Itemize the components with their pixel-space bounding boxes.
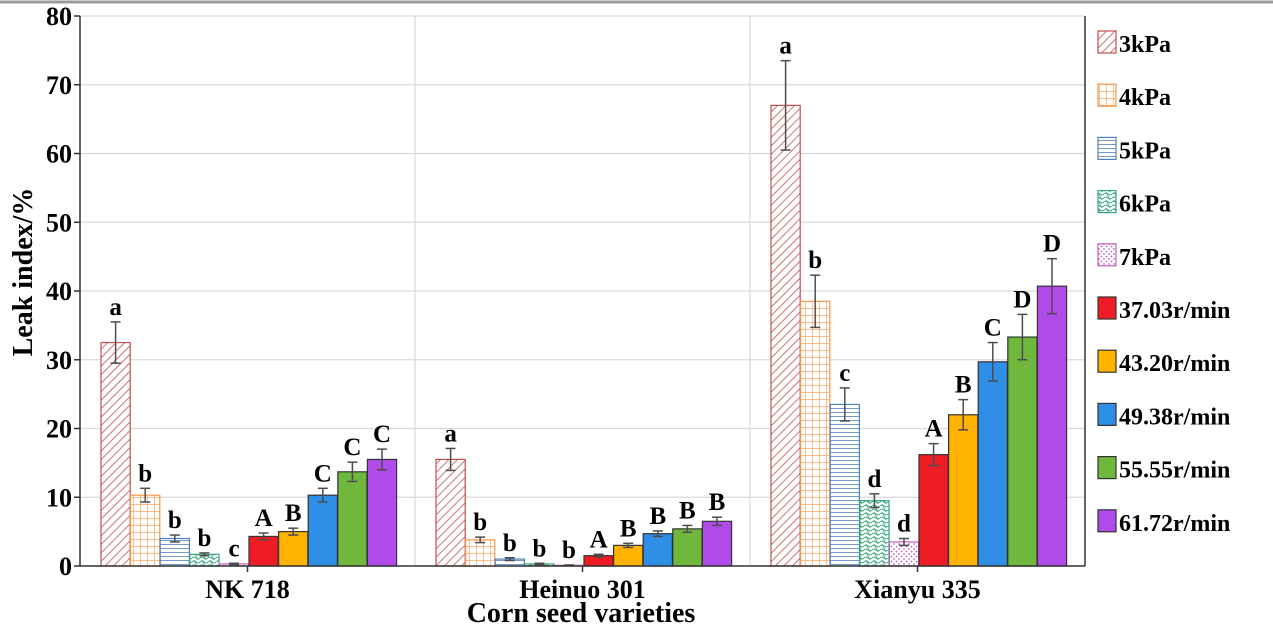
bar-5kPa-NK 718 [159, 537, 190, 567]
significance-label: b [197, 525, 211, 552]
significance-label: a [109, 294, 122, 321]
bar-49.38r/min-Heinuo 301 [642, 533, 674, 567]
y-tick-label: 10 [46, 483, 72, 512]
legend-label: 37.03r/min [1119, 298, 1230, 324]
significance-label: B [679, 497, 696, 524]
bar-55.55r/min-Heinuo 301 [672, 528, 703, 567]
legend-swatch-37.03r/min [1097, 296, 1117, 320]
significance-label: B [285, 500, 302, 527]
bar-5kPa-Xianyu 335 [829, 403, 861, 567]
legend-swatch-55.55r/min [1097, 456, 1117, 480]
x-axis-title: Corn seed varieties [467, 598, 696, 629]
significance-label: b [808, 247, 822, 274]
legend-label: 4kPa [1119, 85, 1171, 111]
legend-label: 55.55r/min [1119, 458, 1230, 484]
legend-swatch-7kPa [1097, 243, 1117, 267]
significance-label: B [955, 372, 972, 399]
significance-label: D [1013, 286, 1031, 313]
y-tick-label: 60 [46, 140, 72, 169]
bar-37.03r/min-Xianyu 335 [918, 454, 949, 567]
bar-6kPa-Xianyu 335 [859, 500, 890, 567]
bar-4kPa-Xianyu 335 [799, 300, 831, 567]
legend-label: 5kPa [1119, 138, 1171, 164]
significance-label: b [473, 509, 487, 536]
bar-4kPa-NK 718 [130, 494, 161, 567]
significance-label: d [897, 511, 911, 538]
bar-61.72r/min-Xianyu 335 [1036, 285, 1068, 567]
y-tick-label: 30 [46, 346, 72, 375]
x-tick-label: Heinuo 301 [519, 575, 645, 604]
legend-swatch-6kPa [1097, 190, 1117, 214]
legend: 3kPa 4kPa 5kPa 6kPa 7kPa 37.03r/min 43.20r/min… [1097, 30, 1230, 537]
legend-swatch-49.38r/min [1097, 402, 1117, 426]
y-tick-label: 70 [46, 71, 72, 100]
y-axis-title: Leak index/% [8, 188, 39, 357]
bar-4kPa-Heinuo 301 [465, 539, 496, 567]
significance-label: B [620, 515, 637, 542]
significance-label: d [867, 466, 881, 493]
significance-label: b [503, 530, 517, 557]
legend-label: 6kPa [1119, 192, 1171, 218]
bar-61.72r/min-Heinuo 301 [701, 520, 733, 567]
significance-label: b [562, 537, 576, 564]
bar-3kPa-Heinuo 301 [435, 458, 466, 567]
y-tick-label: 80 [46, 2, 72, 31]
significance-label: a [444, 420, 457, 447]
significance-label: A [255, 505, 273, 532]
bar-43.20r/min-Heinuo 301 [612, 544, 644, 567]
y-tick-label: 20 [46, 415, 72, 444]
significance-label: A [590, 526, 608, 553]
x-tick-label: NK 718 [205, 575, 290, 604]
significance-label: C [373, 421, 391, 448]
significance-label: b [168, 507, 182, 534]
legend-label: 3kPa [1119, 32, 1171, 58]
significance-label: b [138, 460, 152, 487]
bar-49.38r/min-Xianyu 335 [977, 361, 1009, 567]
legend-swatch-43.20r/min [1097, 349, 1117, 373]
significance-label: b [532, 535, 546, 562]
bar-3kPa-Xianyu 335 [770, 104, 801, 567]
significance-label: A [925, 416, 943, 443]
significance-label: a [779, 33, 792, 60]
y-tick-label: 50 [46, 208, 72, 237]
bar-37.03r/min-NK 718 [248, 535, 279, 567]
bar-43.20r/min-NK 718 [278, 531, 309, 567]
bar-55.55r/min-NK 718 [337, 471, 368, 567]
significance-label: B [709, 489, 726, 516]
legend-swatch-3kPa [1097, 30, 1117, 54]
significance-label: c [228, 535, 239, 562]
y-tick-label: 40 [46, 277, 72, 306]
legend-swatch-5kPa [1097, 136, 1117, 160]
significance-label: B [649, 503, 666, 530]
significance-label: c [839, 360, 850, 387]
bar-55.55r/min-Xianyu 335 [1007, 336, 1038, 567]
legend-swatch-61.72r/min [1097, 509, 1117, 533]
legend-label: 7kPa [1119, 245, 1171, 271]
bar-49.38r/min-NK 718 [307, 494, 339, 567]
bar-3kPa-NK 718 [100, 341, 131, 567]
bar-61.72r/min-NK 718 [366, 458, 398, 567]
bar-43.20r/min-Xianyu 335 [947, 414, 979, 567]
significance-label: D [1043, 231, 1061, 258]
legend-label: 43.20r/min [1119, 351, 1230, 377]
significance-label: C [314, 460, 332, 487]
axes: 0 10 20 30 40 50 60 70 80 NK 718 Heinuo 301 Xianyu … [46, 2, 1086, 604]
significance-label: C [343, 434, 361, 461]
legend-label: 61.72r/min [1119, 511, 1230, 537]
x-tick-label: Xianyu 335 [854, 575, 980, 604]
legend-swatch-4kPa [1097, 83, 1117, 107]
y-tick-label: 0 [59, 552, 72, 581]
legend-label: 49.38r/min [1119, 404, 1230, 430]
significance-label: C [984, 315, 1002, 342]
